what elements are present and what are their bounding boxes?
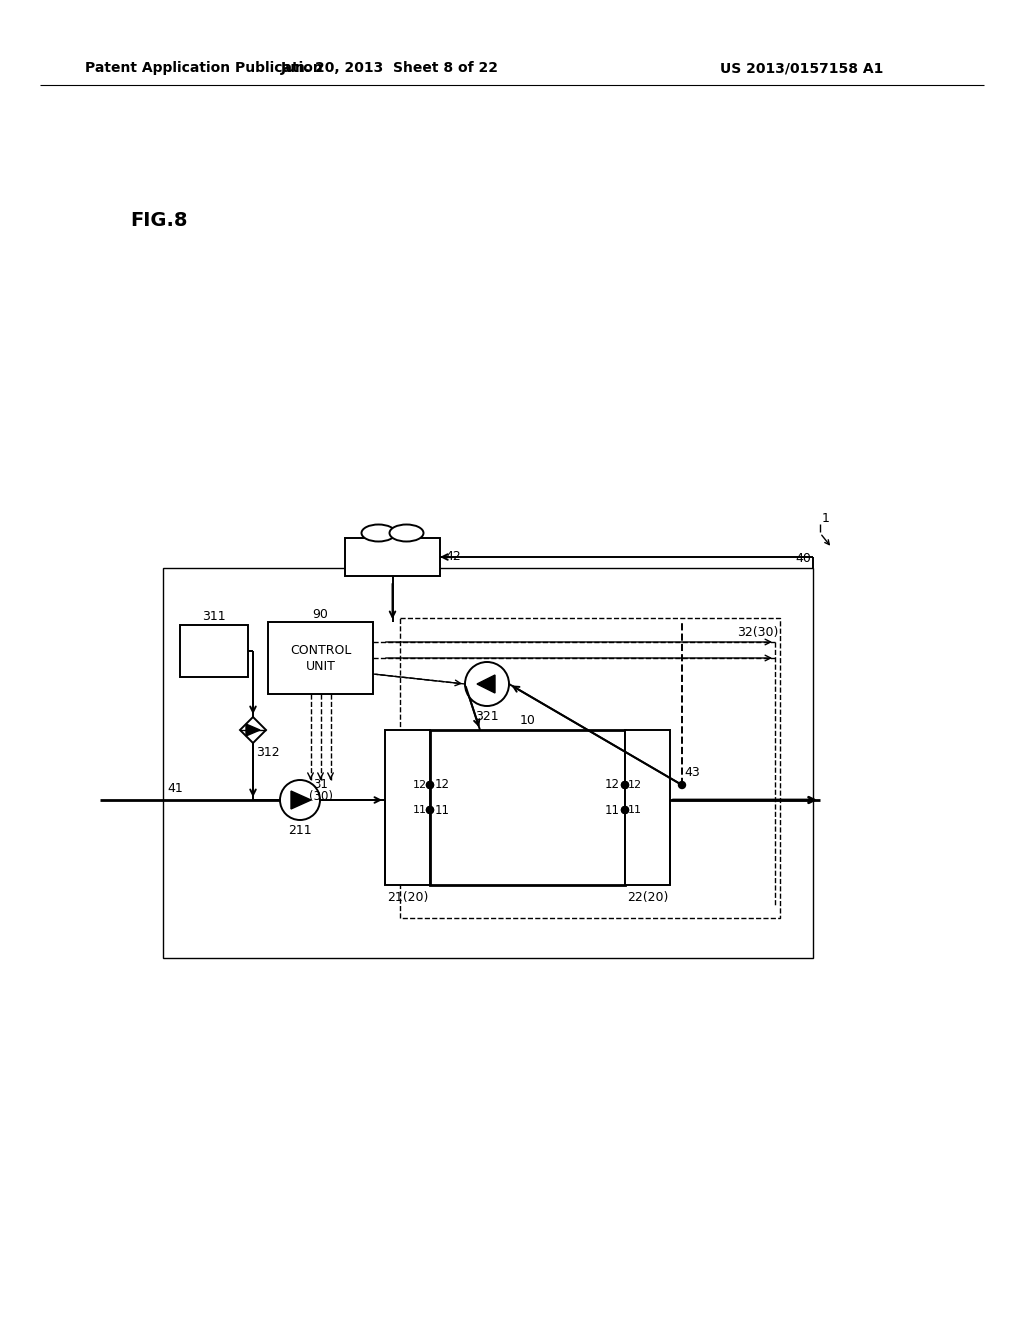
Text: 12: 12 [628,780,642,789]
Bar [163,568,813,958]
Text: UNIT: UNIT [305,660,336,672]
Text: 43: 43 [684,767,699,780]
Text: 11: 11 [605,804,620,817]
Text: 12: 12 [435,779,450,792]
Text: 1: 1 [822,511,829,524]
Text: 42: 42 [445,550,461,564]
Text: 11: 11 [628,805,642,814]
Text: 311: 311 [202,610,226,623]
Text: 312: 312 [256,747,280,759]
Polygon shape [477,675,495,693]
Bar [268,622,373,694]
Text: 32(30): 32(30) [736,626,778,639]
Text: 12: 12 [413,780,427,789]
Text: 31: 31 [313,777,328,791]
Circle shape [465,663,509,706]
Polygon shape [291,791,311,809]
Text: (30): (30) [308,789,333,803]
Ellipse shape [389,524,424,541]
Circle shape [679,781,685,788]
Bar [430,730,625,884]
Text: CONTROL: CONTROL [290,644,351,656]
Circle shape [622,807,629,813]
Bar [180,624,248,677]
Text: US 2013/0157158 A1: US 2013/0157158 A1 [720,61,884,75]
Text: 21(20): 21(20) [387,891,428,903]
Text: Jun. 20, 2013  Sheet 8 of 22: Jun. 20, 2013 Sheet 8 of 22 [281,61,499,75]
Text: 90: 90 [312,607,329,620]
Text: 12: 12 [605,779,620,792]
Text: FIG.8: FIG.8 [130,210,187,230]
Text: 41: 41 [167,781,182,795]
Circle shape [427,781,433,788]
Bar [345,539,440,576]
Text: 321: 321 [475,710,499,722]
Circle shape [622,781,629,788]
Polygon shape [246,723,260,737]
Text: 11: 11 [435,804,450,817]
Text: 10: 10 [519,714,536,726]
Bar [625,730,670,884]
Ellipse shape [361,524,395,541]
Text: 11: 11 [413,805,427,814]
Bar [385,730,430,884]
Text: 22(20): 22(20) [627,891,669,903]
Circle shape [622,807,629,813]
Text: 40: 40 [795,552,811,565]
Circle shape [427,781,433,788]
Bar [400,618,780,917]
Circle shape [622,781,629,788]
Circle shape [427,807,433,813]
Circle shape [427,807,433,813]
Circle shape [280,780,319,820]
Text: Patent Application Publication: Patent Application Publication [85,61,323,75]
Text: 211: 211 [288,824,312,837]
